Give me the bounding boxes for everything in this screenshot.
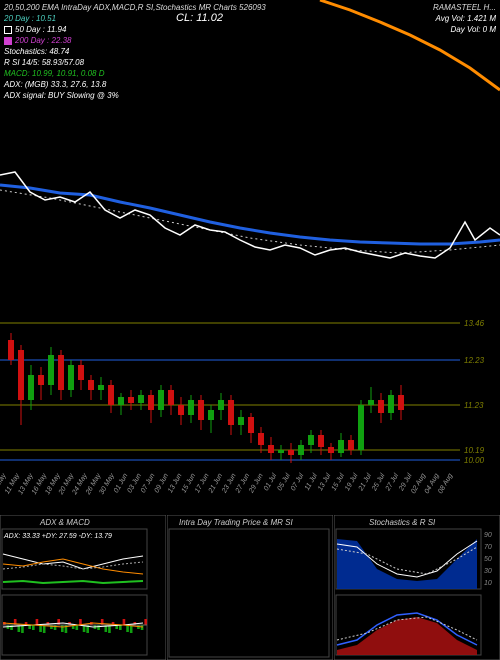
adx-macd-svg: ADX & MACD ADX: 33.33 +DY: 27.59 -DY: 13.… [0,515,166,660]
adx-signal-label: ADX signal: BUY Slowing @ 3% [4,90,496,101]
svg-text:ADX: 33.33 +DY: 27.59 -DY: 13.: ADX: 33.33 +DY: 27.59 -DY: 13.79 [3,533,112,540]
svg-text:10: 10 [484,580,492,587]
ema50-label: 50 Day : 11.94 [15,24,66,35]
svg-text:50: 50 [484,556,492,563]
svg-text:30: 30 [484,568,492,575]
ema200-label: 200 Day : 22.38 [15,35,71,46]
svg-text:10.19: 10.19 [464,446,485,455]
intraday-panel: Intra Day Trading Price & MR SI [167,515,333,660]
candle-chart-panel: 13.4612.2311.2310.1910.0009 May11 May13 … [0,305,500,510]
candle-svg: 13.4612.2311.2310.1910.0009 May11 May13 … [0,305,500,510]
symbol-name: RAMASTEEL H... [433,2,496,13]
avgvol-label: Avg Vol: 1.421 M [436,13,496,24]
close-label: CL: 11.02 [176,13,223,24]
stoch-rsi-svg: Stochastics & R SI 90 70 50 30 10 [334,515,500,660]
stoch-label: Stochastics: 48.74 [4,46,496,57]
chart-title: 20,50,200 EMA IntraDay ADX,MACD,R SI,Sto… [4,2,266,13]
svg-text:13.46: 13.46 [464,319,485,328]
svg-text:70: 70 [484,544,492,551]
rsi-label: R SI 14/5: 58.93/57.08 [4,57,496,68]
svg-text:90: 90 [484,532,492,539]
svg-text:11.23: 11.23 [464,401,484,410]
svg-text:Intra Day Trading Price & MR: Intra Day Trading Price & MR SI [179,518,293,527]
adx-macd-panel: ADX & MACD ADX: 33.33 +DY: 27.59 -DY: 13.… [0,515,166,660]
ema20-label: 20 Day : 10.51 [4,13,56,24]
adx-label: ADX: (MGB) 33.3, 27.6, 13.8 [4,79,496,90]
macd-label: MACD: 10.99, 10.91, 0.08 D [4,68,496,79]
intraday-svg: Intra Day Trading Price & MR SI [167,515,333,660]
svg-text:12.23: 12.23 [464,356,485,365]
svg-text:Stochastics & R SI: Stochastics & R SI [369,518,436,527]
header-overlay: 20,50,200 EMA IntraDay ADX,MACD,R SI,Sto… [4,2,496,101]
stoch-rsi-panel: Stochastics & R SI 90 70 50 30 10 [334,515,500,660]
svg-text:10.00: 10.00 [464,456,485,465]
svg-text:ADX & MACD: ADX & MACD [39,518,90,527]
dayvol-label: Day Vol: 0 M [451,24,497,35]
